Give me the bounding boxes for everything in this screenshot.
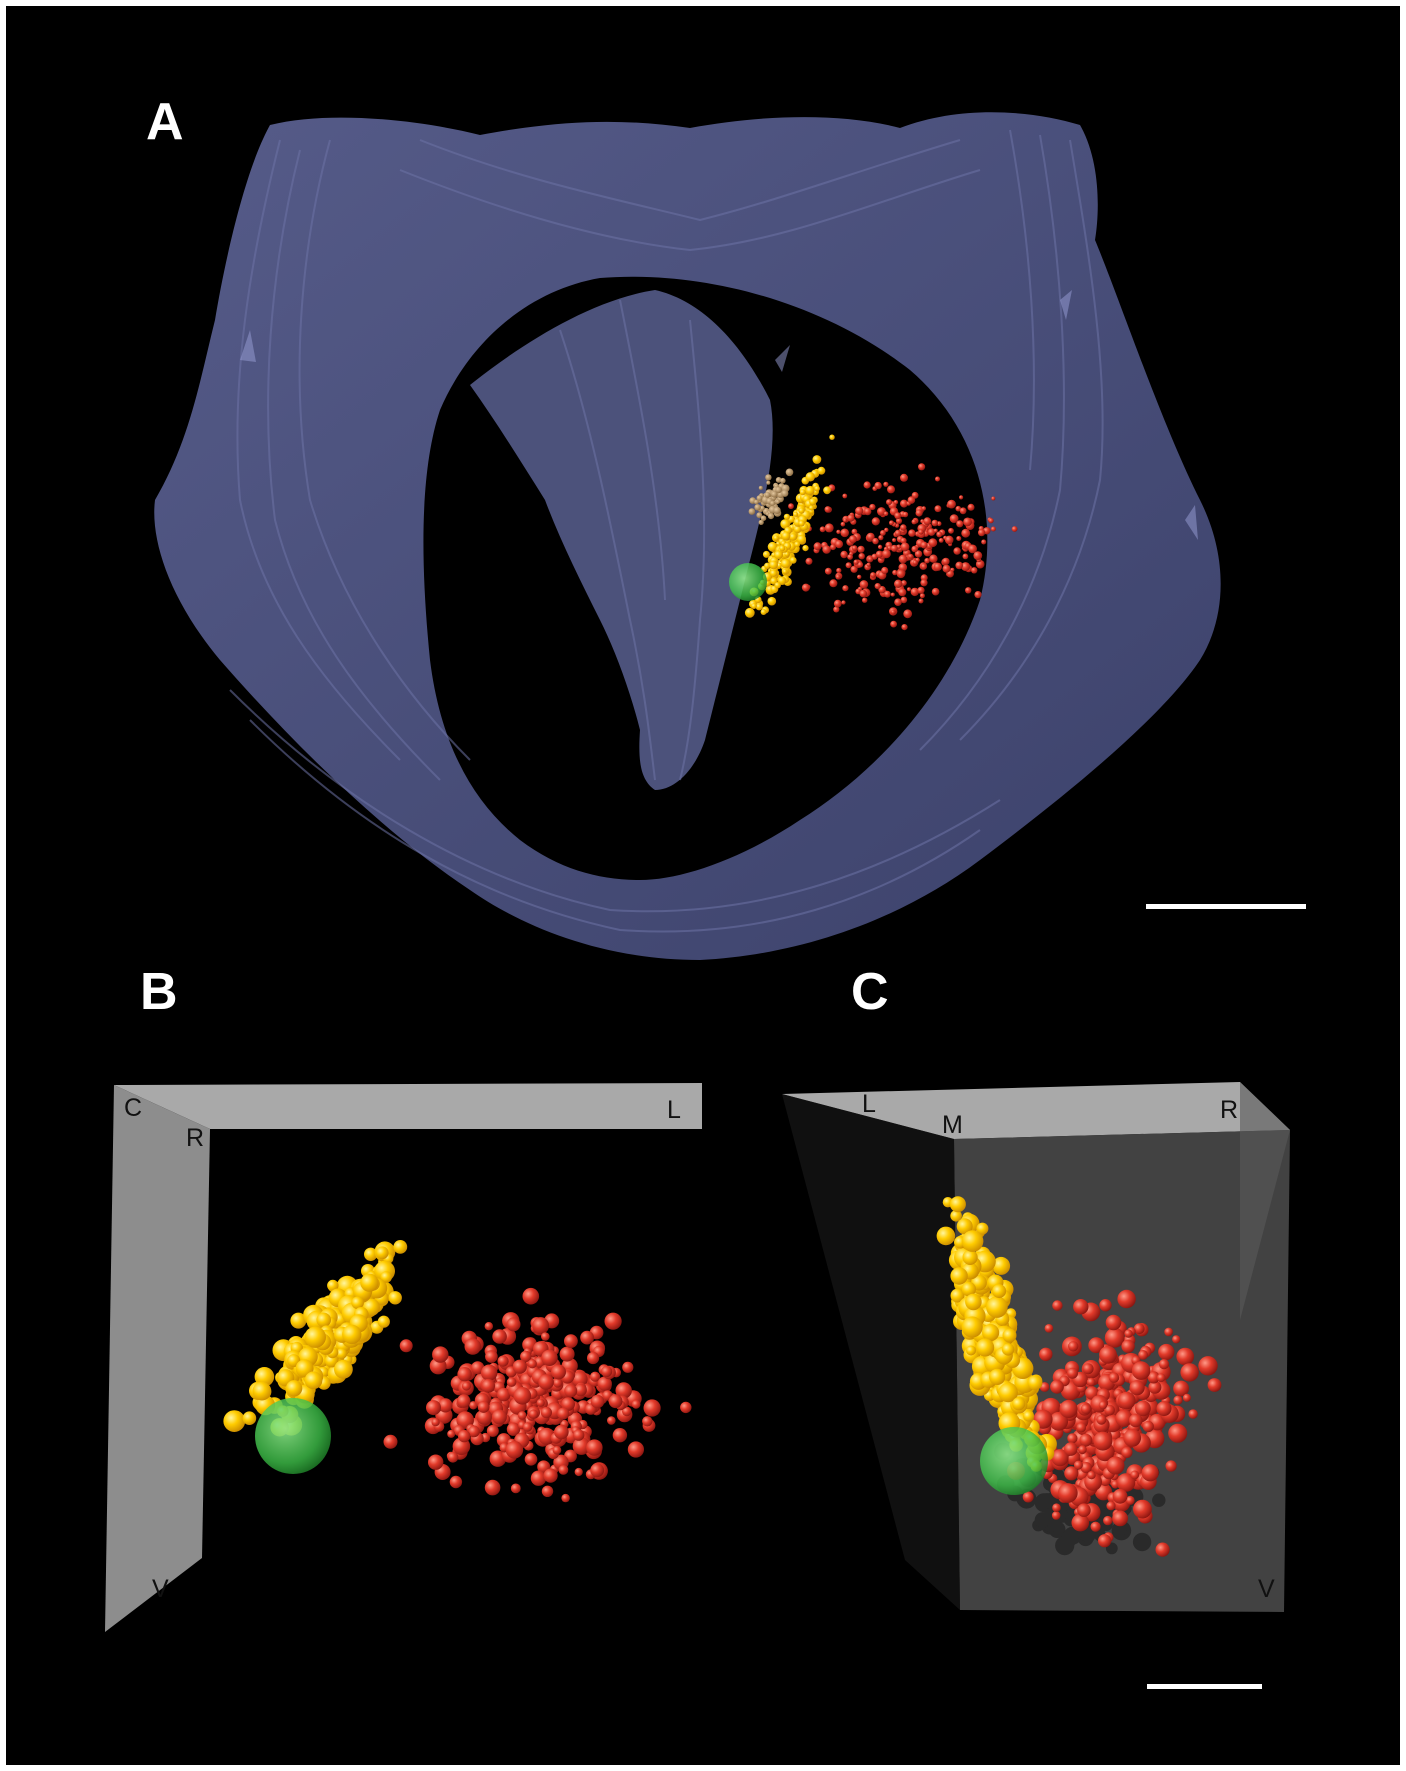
panel-a-label: A <box>146 93 184 151</box>
figure-background-bottom <box>6 958 1400 1765</box>
panel-b-label: B <box>140 963 178 1021</box>
panel-c-label: C <box>851 963 889 1021</box>
figure-background-top <box>6 6 1400 958</box>
